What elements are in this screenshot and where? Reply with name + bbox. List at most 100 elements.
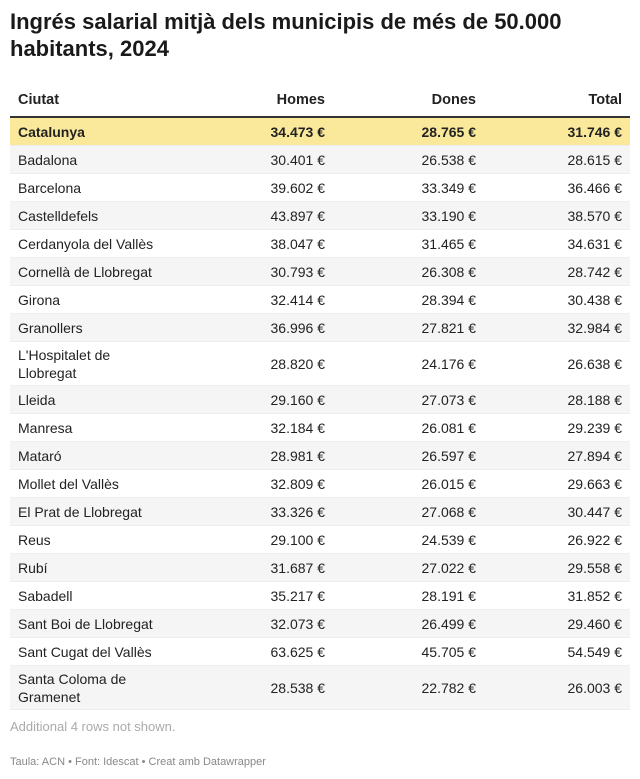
table-row: Catalunya 34.473 €28.765 €31.746 € (10, 117, 630, 146)
cell-city: L'Hospitalet de Llobregat (10, 341, 180, 386)
cell-dones: 24.539 € (333, 525, 484, 554)
table-row: Granollers 36.996 €27.821 €32.984 € (10, 313, 630, 342)
table-row: El Prat de Llobregat 33.326 €27.068 €30.4… (10, 497, 630, 526)
cell-total: 30.438 € (484, 285, 630, 314)
column-header-homes[interactable]: Homes (180, 84, 333, 118)
cell-city: El Prat de Llobregat (10, 497, 180, 526)
table-row: Badalona 30.401 €26.538 €28.615 € (10, 145, 630, 174)
cell-total: 28.188 € (484, 385, 630, 414)
cell-homes: 39.602 € (180, 173, 333, 202)
cell-total: 28.742 € (484, 257, 630, 286)
cell-homes: 29.160 € (180, 385, 333, 414)
cell-total: 29.663 € (484, 469, 630, 498)
cell-dones: 28.394 € (333, 285, 484, 314)
cell-homes: 29.100 € (180, 525, 333, 554)
cell-dones: 26.308 € (333, 257, 484, 286)
cell-homes: 33.326 € (180, 497, 333, 526)
table-row: Girona 32.414 €28.394 €30.438 € (10, 285, 630, 314)
cell-city: Girona (10, 285, 180, 314)
cell-city: Badalona (10, 145, 180, 174)
cell-homes: 32.073 € (180, 609, 333, 638)
cell-city: Cornellà de Llobregat (10, 257, 180, 286)
cell-homes: 63.625 € (180, 637, 333, 666)
cell-city: Reus (10, 525, 180, 554)
cell-homes: 32.184 € (180, 413, 333, 442)
cell-city: Sant Boi de Llobregat (10, 609, 180, 638)
cell-total: 29.239 € (484, 413, 630, 442)
table-row: Rubí 31.687 €27.022 €29.558 € (10, 553, 630, 582)
cell-total: 26.638 € (484, 341, 630, 386)
cell-homes: 38.047 € (180, 229, 333, 258)
cell-total: 36.466 € (484, 173, 630, 202)
cell-dones: 27.022 € (333, 553, 484, 582)
rows-hidden-note: Additional 4 rows not shown. (10, 719, 176, 734)
cell-city: Manresa (10, 413, 180, 442)
column-header-dones[interactable]: Dones (333, 84, 484, 118)
cell-city: Rubí (10, 553, 180, 582)
cell-total: 26.922 € (484, 525, 630, 554)
cell-homes: 28.981 € (180, 441, 333, 470)
cell-dones: 26.538 € (333, 145, 484, 174)
cell-city: Barcelona (10, 173, 180, 202)
cell-city: Mataró (10, 441, 180, 470)
table-row: Castelldefels 43.897 €33.190 €38.570 € (10, 201, 630, 230)
cell-city: Catalunya (10, 117, 180, 146)
column-header-total[interactable]: Total (484, 84, 630, 118)
cell-city: Santa Coloma de Gramenet (10, 665, 180, 710)
cell-homes: 34.473 € (180, 117, 333, 146)
data-table: Ciutat Homes Dones Total Catalunya 34.473… (10, 84, 630, 710)
cell-city: Mollet del Vallès (10, 469, 180, 498)
cell-city: Cerdanyola del Vallès (10, 229, 180, 258)
cell-total: 32.984 € (484, 313, 630, 342)
cell-homes: 31.687 € (180, 553, 333, 582)
cell-total: 31.852 € (484, 581, 630, 610)
table-row: Mollet del Vallès 32.809 €26.015 €29.663 … (10, 469, 630, 498)
cell-dones: 33.349 € (333, 173, 484, 202)
cell-dones: 26.015 € (333, 469, 484, 498)
cell-dones: 27.073 € (333, 385, 484, 414)
cell-total: 54.549 € (484, 637, 630, 666)
cell-homes: 28.538 € (180, 665, 333, 710)
cell-homes: 32.809 € (180, 469, 333, 498)
header-row: Ciutat Homes Dones Total (10, 84, 630, 118)
table-row: Manresa 32.184 €26.081 €29.239 € (10, 413, 630, 442)
chart-title: Ingrés salarial mitjà dels municipis de … (10, 9, 562, 61)
table-row: Cerdanyola del Vallès 38.047 €31.465 €34.… (10, 229, 630, 258)
cell-dones: 27.068 € (333, 497, 484, 526)
table-row: Lleida 29.160 €27.073 €28.188 € (10, 385, 630, 414)
cell-homes: 36.996 € (180, 313, 333, 342)
table-row: Cornellà de Llobregat 30.793 €26.308 €28.… (10, 257, 630, 286)
cell-dones: 26.499 € (333, 609, 484, 638)
cell-total: 26.003 € (484, 665, 630, 710)
cell-homes: 35.217 € (180, 581, 333, 610)
table-row: Reus 29.100 €24.539 €26.922 € (10, 525, 630, 554)
cell-total: 29.460 € (484, 609, 630, 638)
cell-city: Granollers (10, 313, 180, 342)
cell-city: Lleida (10, 385, 180, 414)
cell-homes: 30.401 € (180, 145, 333, 174)
cell-dones: 28.191 € (333, 581, 484, 610)
cell-homes: 28.820 € (180, 341, 333, 386)
cell-homes: 43.897 € (180, 201, 333, 230)
cell-dones: 28.765 € (333, 117, 484, 146)
table-row: Barcelona 39.602 €33.349 €36.466 € (10, 173, 630, 202)
cell-dones: 33.190 € (333, 201, 484, 230)
cell-total: 27.894 € (484, 441, 630, 470)
cell-dones: 26.597 € (333, 441, 484, 470)
source-footer: Taula: ACN • Font: Idescat • Creat amb D… (10, 756, 266, 768)
cell-total: 28.615 € (484, 145, 630, 174)
cell-homes: 30.793 € (180, 257, 333, 286)
cell-dones: 24.176 € (333, 341, 484, 386)
table-row: Sant Cugat del Vallès 63.625 €45.705 €54.… (10, 637, 630, 666)
cell-dones: 27.821 € (333, 313, 484, 342)
column-header-ciutat[interactable]: Ciutat (10, 84, 180, 118)
cell-dones: 26.081 € (333, 413, 484, 442)
table-row: Santa Coloma de Gramenet 28.538 €22.782 €… (10, 665, 630, 710)
cell-total: 29.558 € (484, 553, 630, 582)
cell-total: 30.447 € (484, 497, 630, 526)
cell-city: Castelldefels (10, 201, 180, 230)
table-row: Sant Boi de Llobregat 32.073 €26.499 €29.… (10, 609, 630, 638)
cell-city: Sabadell (10, 581, 180, 610)
cell-total: 31.746 € (484, 117, 630, 146)
cell-city: Sant Cugat del Vallès (10, 637, 180, 666)
